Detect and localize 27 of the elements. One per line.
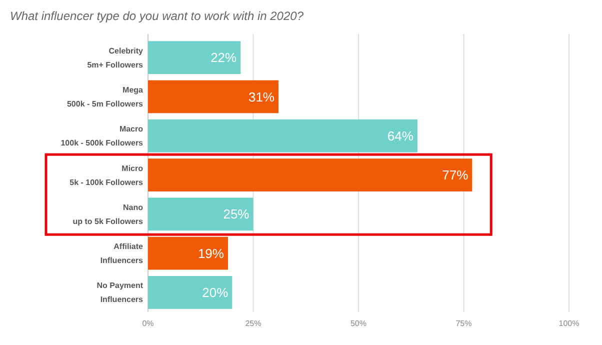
data-label: 22% (210, 50, 238, 66)
data-label: 25% (223, 206, 250, 222)
bar (148, 80, 279, 114)
x-tick-label: 0% (142, 319, 154, 328)
y-tick-label: Macro 100k - 500k Followers (60, 124, 144, 148)
x-tick-label: 75% (456, 319, 472, 328)
chart-title: What influencer type do you want to work with in 2020? (10, 9, 304, 23)
data-label: 64% (387, 128, 414, 144)
bar (148, 119, 418, 152)
bar (148, 198, 254, 231)
y-tick-label: Mega 500k - 5m Followers (66, 86, 144, 109)
y-tick-label: Affiliate Influencers (100, 242, 144, 266)
bar (148, 236, 228, 270)
bar (148, 276, 232, 309)
x-tick-label: 100% (558, 319, 580, 328)
data-label: 20% (202, 284, 229, 300)
y-tick-label: Celebrity 5m+ Followers (87, 46, 144, 70)
y-tick-label: Micro 5k - 100k Followers (70, 164, 144, 187)
y-tick-label: Nano up to 5k Followers (72, 202, 144, 226)
data-label: 77% (442, 168, 469, 183)
data-label: 19% (198, 246, 224, 261)
x-tick-label: 25% (245, 319, 262, 328)
x-tick-label: 50% (350, 319, 367, 328)
y-tick-label: No Payment Influencers (96, 281, 144, 304)
bar (148, 41, 241, 74)
bar (148, 158, 472, 192)
data-label: 31% (248, 89, 275, 104)
